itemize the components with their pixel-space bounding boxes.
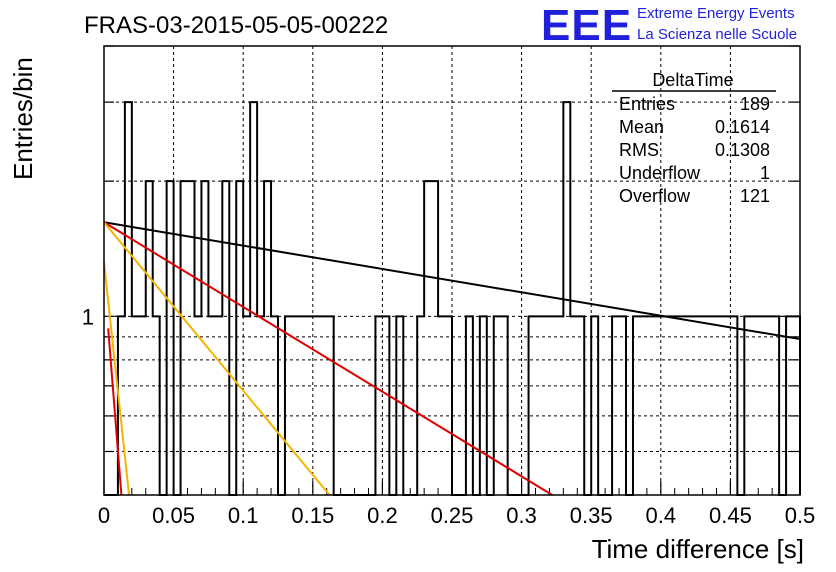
x-tick-label: 0.1	[228, 503, 259, 528]
stats-row-value: 0.1614	[715, 117, 770, 137]
stats-rows: Entries 189 Mean 0.1614 RMS 0.1308 Underflow 1 O…	[619, 94, 770, 206]
stats-row-label: Mean	[619, 117, 664, 137]
fit-line-1	[103, 221, 801, 341]
y-tick-labels: 1	[82, 304, 94, 329]
plot-frame	[103, 45, 801, 496]
x-tick-label: 0.35	[570, 503, 613, 528]
fit-lines	[103, 221, 801, 496]
fit-line-5	[107, 328, 123, 496]
run-title: FRAS-03-2015-05-05-00222	[84, 12, 388, 39]
x-tick-label: 0.5	[785, 503, 816, 528]
stats-row-value: 189	[740, 94, 770, 114]
x-tick-labels: 0 0.05 0.1 0.15 0.2 0.25 0.3 0.35 0.4 0.45 0.5	[98, 503, 815, 528]
stats-row-label: RMS	[619, 140, 659, 160]
y-tick-label: 1	[82, 304, 94, 329]
y-axis-label: Entries/bin	[8, 57, 38, 180]
logo-line-2: La Scienza nelle Scuole	[637, 26, 797, 43]
stats-row-label: Entries	[619, 94, 675, 114]
stats-row-value: 121	[740, 186, 770, 206]
x-tick-label: 0.2	[367, 503, 398, 528]
logo-line-1: Extreme Energy Events	[637, 5, 795, 22]
stats-row-value: 0.1308	[715, 140, 770, 160]
fit-line-2	[103, 221, 553, 496]
fit-line-3	[103, 221, 331, 496]
stats-box: DeltaTime Entries 189 Mean 0.1614 RMS 0.1308 U…	[612, 70, 776, 206]
x-tick-label: 0.25	[431, 503, 474, 528]
fit-line-4	[103, 262, 131, 496]
stats-row-value: 1	[760, 163, 770, 183]
stats-row-label: Overflow	[619, 186, 691, 206]
x-axis-label: Time difference [s]	[592, 534, 804, 564]
x-tick-label: 0.15	[291, 503, 334, 528]
x-tick-label: 0.05	[152, 503, 195, 528]
eee-logo: EEE	[541, 1, 632, 50]
stats-row-label: Underflow	[619, 163, 701, 183]
x-tick-label: 0	[98, 503, 110, 528]
x-tick-label: 0.4	[646, 503, 677, 528]
x-tick-label: 0.45	[709, 503, 752, 528]
stats-box-title: DeltaTime	[652, 70, 733, 90]
x-tick-label: 0.3	[506, 503, 537, 528]
